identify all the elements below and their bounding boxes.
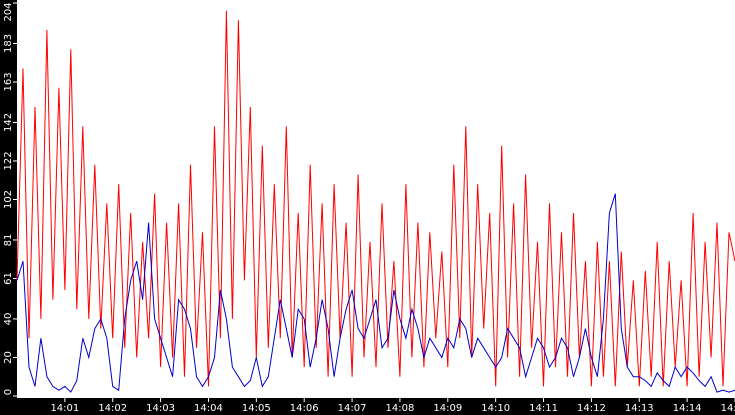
y-tick-label: 142 (3, 113, 14, 132)
x-tick-label: 14:01 (50, 403, 79, 414)
x-tick-label: 14:07 (338, 403, 367, 414)
x-tick-label: 14:10 (481, 403, 510, 414)
series-line (16, 10, 735, 387)
y-tick-label: 20 (3, 351, 14, 364)
x-tick-label: 14:05 (242, 403, 271, 414)
x-tick-label: 14:15 (721, 403, 735, 414)
x-tick-label: 14:09 (433, 403, 462, 414)
x-tick-label: 14:03 (146, 403, 175, 414)
x-tick-label: 14:08 (386, 403, 415, 414)
x-axis-strip (0, 398, 735, 415)
series-line (16, 193, 735, 393)
x-tick-label: 14:11 (529, 403, 558, 414)
x-tick-label: 14:02 (98, 403, 127, 414)
y-tick-label: 81 (3, 234, 14, 247)
y-tick-label: 122 (3, 151, 14, 170)
y-tick-label: 102 (3, 190, 14, 209)
x-tick-label: 14:14 (673, 403, 702, 414)
x-tick-label: 14:12 (577, 403, 606, 414)
y-tick-label: 204 (3, 2, 14, 21)
y-tick-label: 0 (3, 389, 14, 395)
x-tick-label: 14:04 (194, 403, 223, 414)
y-tick-label: 183 (3, 34, 14, 53)
y-tick-label: 61 (3, 272, 14, 285)
x-tick-label: 14:06 (290, 403, 319, 414)
x-tick-label: 14:13 (625, 403, 654, 414)
y-axis-strip (0, 0, 17, 415)
y-tick-label: 163 (3, 72, 14, 91)
y-tick-label: 40 (3, 313, 14, 326)
